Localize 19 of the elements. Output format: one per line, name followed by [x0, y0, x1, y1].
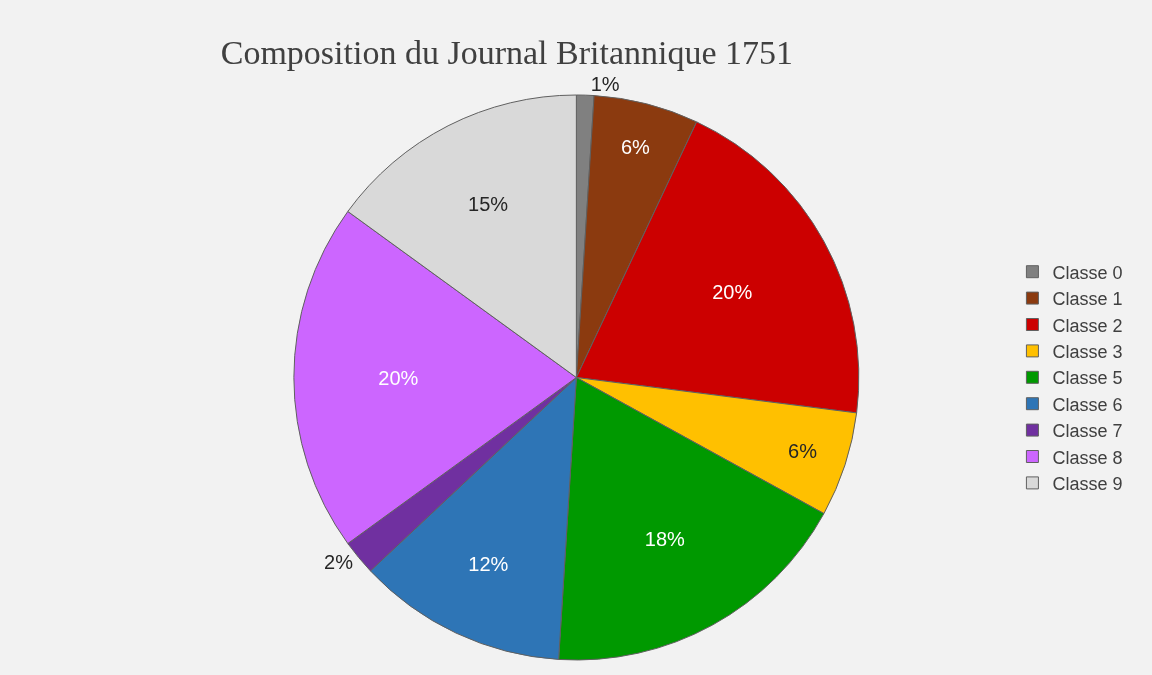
- legend-label: Classe 7: [1052, 421, 1123, 442]
- data-label: 12%: [468, 553, 509, 576]
- legend-label: Classe 3: [1052, 341, 1123, 362]
- legend-label: Classe 0: [1052, 262, 1123, 283]
- data-label: 6%: [788, 440, 818, 463]
- data-label: 2%: [324, 551, 354, 574]
- data-label: 15%: [468, 193, 509, 216]
- legend-label: Classe 1: [1052, 289, 1123, 310]
- legend-label: Classe 6: [1052, 394, 1123, 415]
- data-label: 18%: [644, 527, 686, 550]
- legend-label: Classe 9: [1052, 473, 1123, 494]
- data-label: 6%: [620, 136, 651, 159]
- data-label: 1%: [590, 73, 620, 96]
- data-label: 20%: [712, 280, 753, 303]
- chart-title: Composition du Journal Britannique 1751: [220, 34, 794, 72]
- legend-label: Classe 2: [1052, 315, 1123, 336]
- legend-label: Classe 5: [1052, 368, 1123, 389]
- data-label: 20%: [378, 366, 419, 389]
- legend-label: Classe 8: [1052, 447, 1123, 468]
